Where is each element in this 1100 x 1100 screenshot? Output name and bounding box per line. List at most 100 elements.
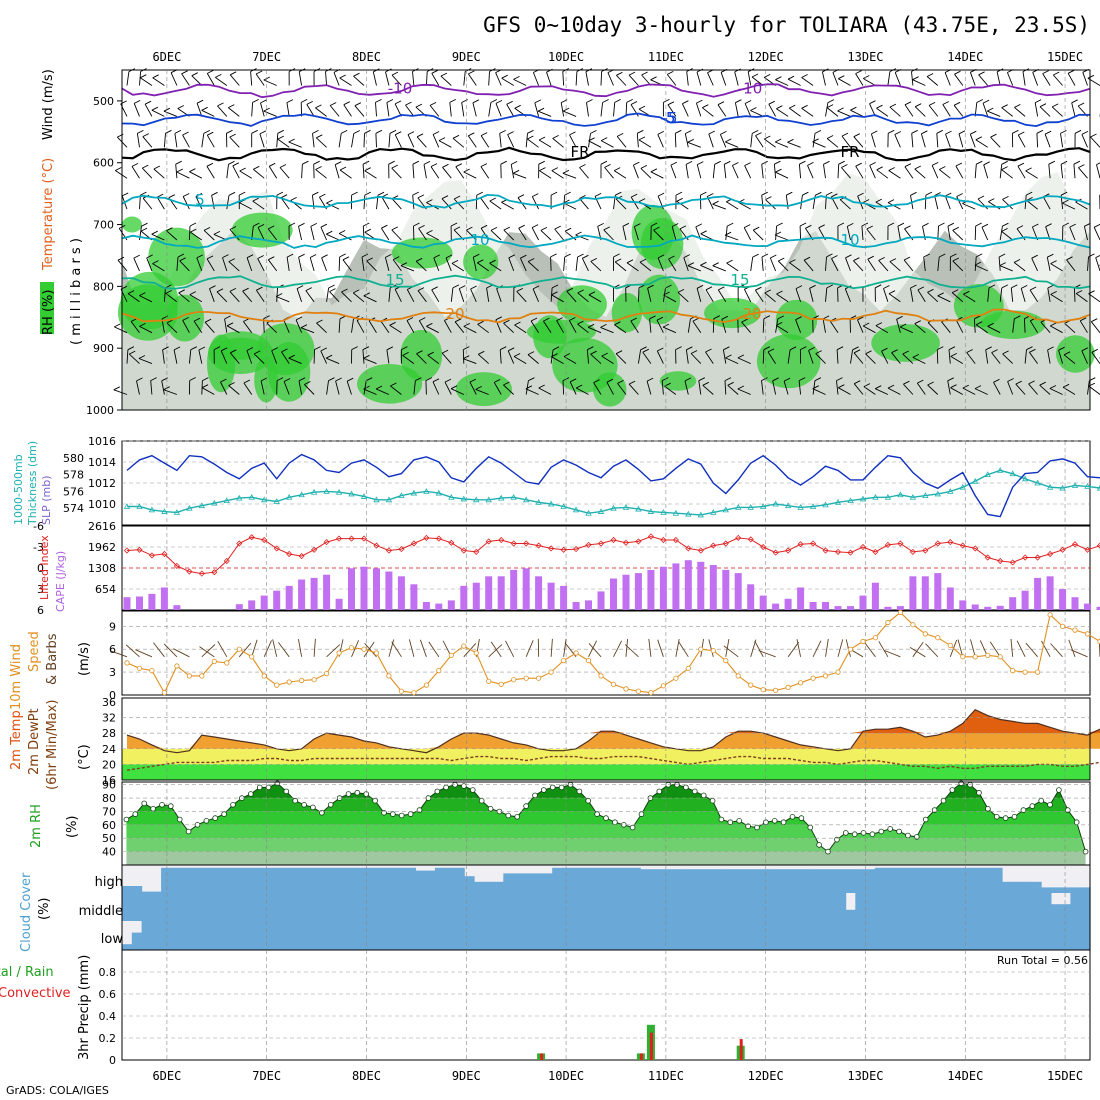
wind-barb-flag [209,285,216,290]
wind-barb-flag [216,288,224,293]
wind-barb [1032,72,1039,86]
wind-barb [916,382,926,395]
wind-barb-flag [445,254,453,259]
wind-barb-flag [300,324,308,329]
rh2m-point [1029,803,1036,809]
thickness-point [423,488,430,494]
wind-barb [903,259,914,272]
wind-barb-flag [329,102,337,106]
wind-barb [1096,164,1100,179]
wind-barb-flag [296,285,304,290]
wind10-point [423,682,429,688]
cloud-high-cell [122,886,133,893]
cloud-middle-label: middle [79,904,123,919]
wind-barb [803,259,814,272]
cloud-low-cell [474,921,485,950]
wind-barb-flag [401,346,408,351]
wind-barb-flag [138,355,146,359]
lifted-index-point [922,547,929,554]
thickness-point [335,488,343,495]
thickness-ytick-label: 574 [63,502,84,515]
wind-barb [507,350,515,364]
wind-barb-flag [671,223,679,227]
wind10-barb [989,641,1001,658]
thickness-point [173,509,181,515]
wind-barb-flag [478,350,485,355]
cloud-high-cell [229,867,240,893]
wind-barb [335,380,340,395]
lifted-index-point [1047,550,1054,558]
lifted-index-point [1059,546,1066,553]
wind-barb [875,388,889,395]
wind-barb [575,71,578,86]
wind-barb [228,107,240,117]
wind-barb-flag [743,224,751,229]
wind10-point [274,682,280,688]
cloud-low-cell [806,921,817,950]
wind-barb-flag [614,98,621,103]
wind-barb-flag [910,284,917,289]
date-label-top: 13DEC [847,50,883,64]
wind-barb-flag [173,346,181,351]
wind-barb-flag [267,225,275,230]
wind-barb-flag [826,253,833,258]
cloud-high-cell [1070,887,1081,893]
wind-barb-flag [1036,129,1044,134]
wind-barb [677,292,689,303]
rh2m-point [381,809,387,816]
wind-barb [126,71,130,86]
li-ytick-label: 6 [37,604,44,617]
cloud-middle-cell [239,893,250,921]
wind-barb-flag [204,318,212,323]
cape-bar [572,602,580,610]
wind-barb-flag [288,138,295,143]
wind-barb-flag [904,101,912,106]
thickness-point [635,505,642,512]
wind-barb-flag [988,198,995,203]
wind-barb-flag [343,101,351,106]
rh2m-point [709,797,716,804]
cloud-middle-cell [444,893,456,921]
wind-barb-flag [852,346,859,351]
wind10-point [1047,612,1053,618]
wind-barb [1007,381,1014,395]
wind10-barb [272,639,278,657]
thickness-point [198,502,206,509]
wind-barb [375,388,390,395]
wind-barb [865,353,876,364]
wind-barb [853,383,864,395]
wind-barb-flag [588,291,596,296]
wind-barb-flag [650,222,658,227]
cloud-low-cell [513,921,524,950]
rh2m-point [771,817,778,824]
wind-barb-flag [763,346,771,351]
thickness-point [435,489,443,496]
wind-barb-flag [947,222,955,227]
wind-barb-flag [252,98,259,103]
rh2m-point [549,784,556,791]
cloud-low-cell [630,921,641,950]
wind-barb [744,103,752,117]
wind-barb [363,357,377,365]
upper-ytick-label: 900 [93,342,114,355]
wind-barb [281,351,290,364]
wind-barb [825,287,828,302]
wind-barb-flag [761,160,768,165]
wind-barb-flag [352,289,360,294]
cloud-middle-cell [865,893,876,921]
wind-barb [427,354,440,364]
cloud-middle-cell [170,893,182,921]
wind-barb [1001,107,1013,117]
cloud-low-cell [464,921,475,950]
wind-barb [514,324,527,334]
wind-barb-flag [239,167,246,172]
wind-barb [614,324,627,334]
wind-barb-flag [309,254,317,258]
wind-barb-flag [1081,130,1089,135]
wind-barb-flag [243,379,251,384]
wind-barb [326,233,340,241]
thickness-point [547,500,555,507]
wind-barb-flag [945,192,952,197]
cape-bar [847,606,854,610]
wind10-point [835,669,841,675]
